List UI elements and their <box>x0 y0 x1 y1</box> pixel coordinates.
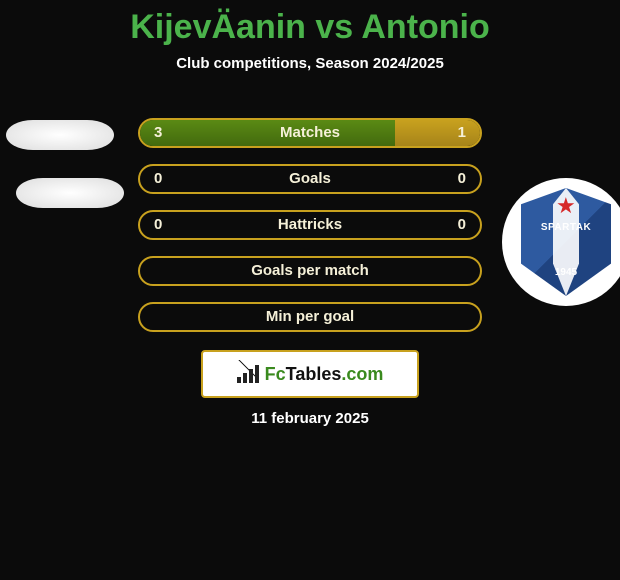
stat-row: 31Matches <box>138 118 482 148</box>
stat-label: Goals <box>140 166 480 192</box>
stat-label: Goals per match <box>140 258 480 284</box>
stat-row: Goals per match <box>138 256 482 286</box>
logo-text-a: Fc <box>265 364 286 384</box>
subtitle: Club competitions, Season 2024/2025 <box>0 55 620 72</box>
stat-row: Min per goal <box>138 302 482 332</box>
bar-chart-icon <box>237 365 259 383</box>
stat-label: Min per goal <box>140 304 480 330</box>
stat-label: Matches <box>140 120 480 146</box>
fctables-logo[interactable]: FcTables.com <box>201 350 419 398</box>
stat-row: 00Goals <box>138 164 482 194</box>
stat-rows: 31Matches 00Goals 00Hattricks Goals per mat… <box>0 118 620 348</box>
page-title: KijevÄanin vs Antonio <box>0 0 620 47</box>
logo-text: FcTables.com <box>265 364 384 385</box>
logo-text-c: .com <box>341 364 383 384</box>
stat-label: Hattricks <box>140 212 480 238</box>
logo-text-b: Tables <box>286 364 342 384</box>
stat-row: 00Hattricks <box>138 210 482 240</box>
date-label: 11 february 2025 <box>0 410 620 427</box>
